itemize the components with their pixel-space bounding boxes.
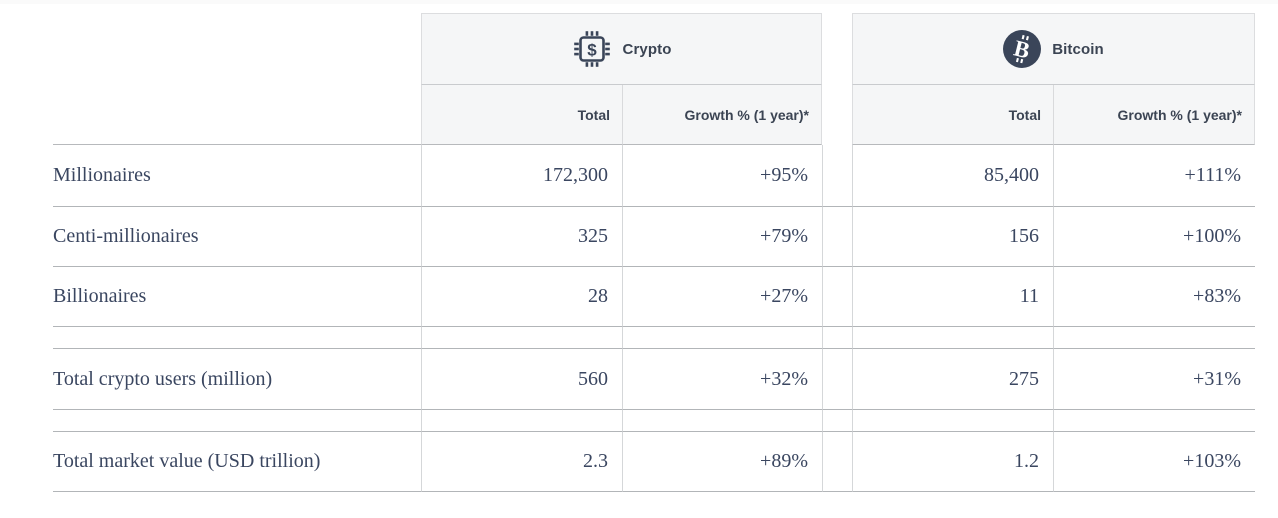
bitcoin-group-header: B Bitcoin bbox=[852, 13, 1255, 85]
row-label-total-crypto-users: Total crypto users (million) bbox=[53, 349, 421, 410]
bitcoin-total-market-value: 1.2 bbox=[852, 432, 1053, 492]
crypto-growth-market-value: +89% bbox=[622, 432, 822, 492]
top-edge-strip bbox=[0, 0, 1278, 4]
crypto-total-billionaires: 28 bbox=[421, 267, 622, 327]
crypto-growth-header: Growth % (1 year)* bbox=[622, 85, 822, 145]
crypto-total-header: Total bbox=[421, 85, 622, 145]
gap-cell bbox=[822, 267, 852, 327]
spacer-row-cell bbox=[1053, 410, 1255, 432]
bitcoin-growth-millionaires: +111% bbox=[1053, 145, 1255, 207]
crypto-total-users: 560 bbox=[421, 349, 622, 410]
crypto-group-label: Crypto bbox=[622, 40, 672, 58]
crypto-chip-icon: $ bbox=[572, 29, 612, 69]
bitcoin-growth-centi: +100% bbox=[1053, 207, 1255, 267]
bitcoin-total-millionaires: 85,400 bbox=[852, 145, 1053, 207]
crypto-total-market-value: 2.3 bbox=[421, 432, 622, 492]
spacer-row-cell bbox=[1053, 327, 1255, 349]
svg-text:B: B bbox=[1012, 36, 1033, 64]
table-corner-empty bbox=[53, 13, 421, 85]
spacer-row-cell bbox=[852, 410, 1053, 432]
spacer-row-cell bbox=[53, 410, 421, 432]
bitcoin-icon: B bbox=[1003, 30, 1042, 68]
bitcoin-total-billionaires: 11 bbox=[852, 267, 1053, 327]
gap-cell bbox=[822, 207, 852, 267]
crypto-wealth-table: $ Crypto B Bitcoin Total Growth % (1 yea… bbox=[53, 13, 1255, 492]
spacer-row-cell bbox=[822, 410, 852, 432]
bitcoin-growth-header: Growth % (1 year)* bbox=[1053, 85, 1255, 145]
crypto-group-header: $ Crypto bbox=[421, 13, 822, 85]
svg-text:$: $ bbox=[587, 41, 597, 60]
bitcoin-total-centi: 156 bbox=[852, 207, 1053, 267]
label-column-header-empty bbox=[53, 85, 421, 145]
gap-cell bbox=[822, 432, 852, 492]
bitcoin-growth-market-value: +103% bbox=[1053, 432, 1255, 492]
row-label-centi-millionaires: Centi-millionaires bbox=[53, 207, 421, 267]
spacer-row-cell bbox=[53, 327, 421, 349]
crypto-total-centi: 325 bbox=[421, 207, 622, 267]
bitcoin-growth-users: +31% bbox=[1053, 349, 1255, 410]
bitcoin-total-header: Total bbox=[852, 85, 1053, 145]
header-gap bbox=[822, 13, 852, 85]
row-label-total-market-value: Total market value (USD trillion) bbox=[53, 432, 421, 492]
crypto-growth-billionaires: +27% bbox=[622, 267, 822, 327]
gap-cell bbox=[822, 349, 852, 410]
bitcoin-total-users: 275 bbox=[852, 349, 1053, 410]
spacer-row-cell bbox=[852, 327, 1053, 349]
crypto-growth-users: +32% bbox=[622, 349, 822, 410]
bitcoin-group-label: Bitcoin bbox=[1052, 40, 1104, 58]
spacer-row-cell bbox=[822, 327, 852, 349]
spacer-row-cell bbox=[622, 327, 822, 349]
bitcoin-growth-billionaires: +83% bbox=[1053, 267, 1255, 327]
gap-cell bbox=[822, 145, 852, 207]
crypto-total-millionaires: 172,300 bbox=[421, 145, 622, 207]
spacer-row-cell bbox=[421, 327, 622, 349]
row-label-millionaires: Millionaires bbox=[53, 145, 421, 207]
spacer-row-cell bbox=[622, 410, 822, 432]
row-label-billionaires: Billionaires bbox=[53, 267, 421, 327]
crypto-growth-centi: +79% bbox=[622, 207, 822, 267]
crypto-growth-millionaires: +95% bbox=[622, 145, 822, 207]
spacer-row-cell bbox=[421, 410, 622, 432]
header-gap bbox=[822, 85, 852, 145]
